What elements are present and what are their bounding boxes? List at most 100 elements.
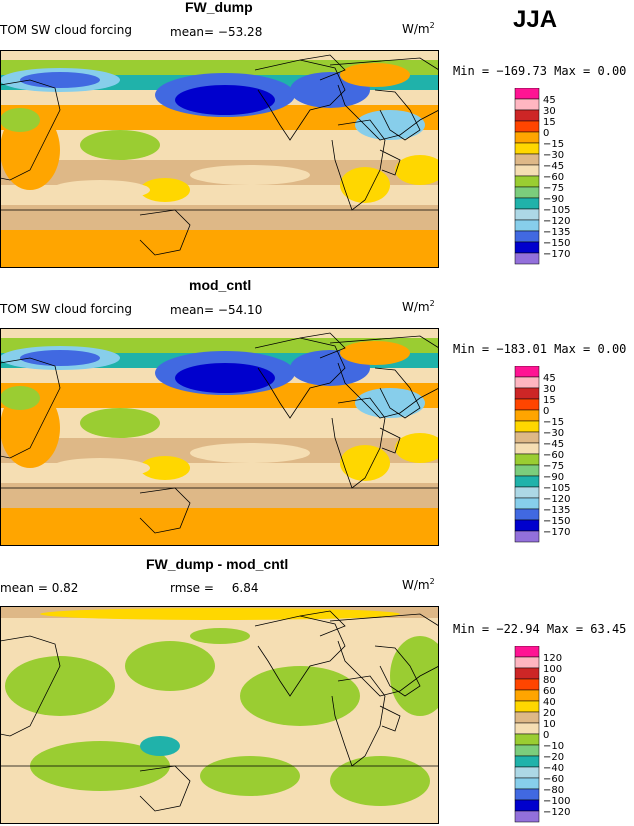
map-1-band — [0, 205, 439, 230]
colorbar-1-swatch — [514, 153, 540, 166]
map-1-contour-region — [140, 178, 190, 202]
colorbar-1-swatch — [514, 241, 540, 254]
map-3-field — [0, 606, 439, 824]
map-2-contour-region — [395, 433, 439, 463]
colorbar-1-swatch — [514, 164, 540, 177]
colorbar-1-swatch — [514, 120, 540, 133]
colorbar-2-swatch — [514, 497, 540, 510]
colorbar-3-tick-label: −120 — [543, 807, 570, 818]
map-1-coastline — [0, 79, 61, 181]
map-1-contour-region — [395, 155, 439, 185]
map-3-coastline — [0, 635, 61, 737]
map-3-coastlines — [0, 610, 439, 812]
colorbar-3-tick-label: 40 — [543, 697, 556, 708]
colorbar-1-swatch — [514, 208, 540, 221]
map-3-coastline — [329, 613, 439, 697]
map-2-contour-region — [0, 386, 40, 410]
colorbar-3-swatch — [514, 667, 540, 680]
map-1-contour-region — [50, 180, 150, 200]
map-1-field — [0, 50, 439, 268]
colorbar-3-swatch — [514, 799, 540, 812]
map-2-coastline — [374, 367, 421, 419]
colorbar-2-tick-label: 45 — [543, 373, 556, 384]
colorbar-2-tick-label: −30 — [543, 428, 564, 439]
colorbar-3-swatch — [514, 656, 540, 669]
colorbar-3-swatch — [514, 810, 540, 823]
panel-3-rmse: rmse = 6.84 — [170, 581, 258, 595]
colorbar-2-tick-label: −60 — [543, 450, 564, 461]
colorbar-1-tick-label: −30 — [543, 150, 564, 161]
map-3-frame — [0, 606, 439, 824]
colorbar-2-swatch — [514, 464, 540, 477]
colorbar-3-tick-label: 0 — [543, 730, 549, 741]
map-3-contour-region — [200, 756, 300, 796]
panel-2-colorbar: 4530150−15−30−45−60−75−90−105−120−135−15… — [514, 366, 570, 543]
map-2-coastline — [254, 337, 346, 419]
panel-3-mean: mean = 0.82 — [0, 581, 79, 595]
panel-3-minmax: Min = −22.94 Max = 63.45 — [453, 622, 627, 636]
map-1-coastline — [329, 57, 439, 141]
map-1-frame — [0, 50, 439, 268]
colorbar-2-swatch — [514, 431, 540, 444]
map-2-coastline — [0, 357, 61, 459]
colorbar-1-swatch — [514, 252, 540, 265]
map-2-contour-region — [50, 458, 150, 478]
colorbar-3-tick-label: 10 — [543, 719, 556, 730]
map-1-contour-region — [80, 130, 160, 160]
colorbar-3-swatch — [514, 777, 540, 790]
panel-2-units: W/m2 — [402, 299, 435, 314]
map-1-contour-region — [340, 167, 390, 203]
panel-1-units: W/m2 — [402, 21, 435, 36]
colorbar-2-swatch — [514, 530, 540, 543]
colorbar-3-tick-label: −10 — [543, 741, 564, 752]
panel-2-map — [0, 328, 439, 546]
colorbar-2-swatch — [514, 453, 540, 466]
colorbar-2-tick-label: 15 — [543, 395, 556, 406]
colorbar-3-tick-label: 120 — [543, 653, 562, 664]
colorbar-3-tick-label: 60 — [543, 686, 556, 697]
colorbar-1-swatch — [514, 197, 540, 210]
panel-1-mean: mean= −53.28 — [170, 25, 262, 39]
colorbar-2-swatch — [514, 366, 540, 378]
map-1-band — [0, 230, 439, 268]
map-2-contour-region — [340, 341, 410, 365]
colorbar-1-swatch — [514, 98, 540, 111]
colorbar-2-tick-label: 0 — [543, 406, 549, 417]
colorbar-3-tick-label: 80 — [543, 675, 556, 686]
panel-2-mean-value: −54.10 — [217, 303, 263, 317]
map-3-contour-region — [5, 656, 115, 716]
colorbar-1-tick-label: −45 — [543, 161, 564, 172]
colorbar-1-tick-label: −120 — [543, 216, 570, 227]
colorbar-2-swatch — [514, 519, 540, 532]
panel-3-units: W/m2 — [402, 577, 435, 592]
map-3-contour-region — [330, 756, 430, 806]
panel-3-units-exp: 2 — [429, 577, 435, 586]
panel-1-variable-label: TOM SW cloud forcing — [0, 23, 132, 37]
colorbar-3-tick-label: −100 — [543, 796, 570, 807]
map-3-contour-region — [240, 666, 360, 726]
map-1-contour-region — [20, 72, 100, 88]
panel-1-units-base: W/m — [402, 22, 430, 36]
season-label: JJA — [513, 6, 558, 33]
panel-3-title: FW_dump - mod_cntl — [146, 556, 289, 572]
panel-3-rmse-value: 6.84 — [231, 581, 259, 595]
colorbar-1-swatch — [514, 219, 540, 232]
colorbar-1-swatch — [514, 88, 540, 100]
colorbar-2-swatch — [514, 420, 540, 433]
map-3-contour-region — [125, 641, 215, 691]
map-3-contour-region — [140, 736, 180, 756]
map-1-coastline — [254, 59, 346, 141]
colorbar-2-swatch — [514, 475, 540, 488]
colorbar-3-swatch — [514, 733, 540, 746]
colorbar-1-tick-label: −170 — [543, 249, 570, 260]
colorbar-2-tick-label: −75 — [543, 461, 564, 472]
map-2-coastline — [299, 332, 346, 359]
colorbar-2-swatch — [514, 387, 540, 400]
panel-2-title: mod_cntl — [189, 277, 252, 293]
colorbar-2-tick-label: −15 — [543, 417, 564, 428]
map-3-coastline — [331, 675, 386, 767]
map-2-coastline — [329, 335, 439, 419]
colorbar-2-tick-label: −45 — [543, 439, 564, 450]
map-1-contour-region — [190, 165, 310, 185]
colorbar-3-tick-label: 20 — [543, 708, 556, 719]
